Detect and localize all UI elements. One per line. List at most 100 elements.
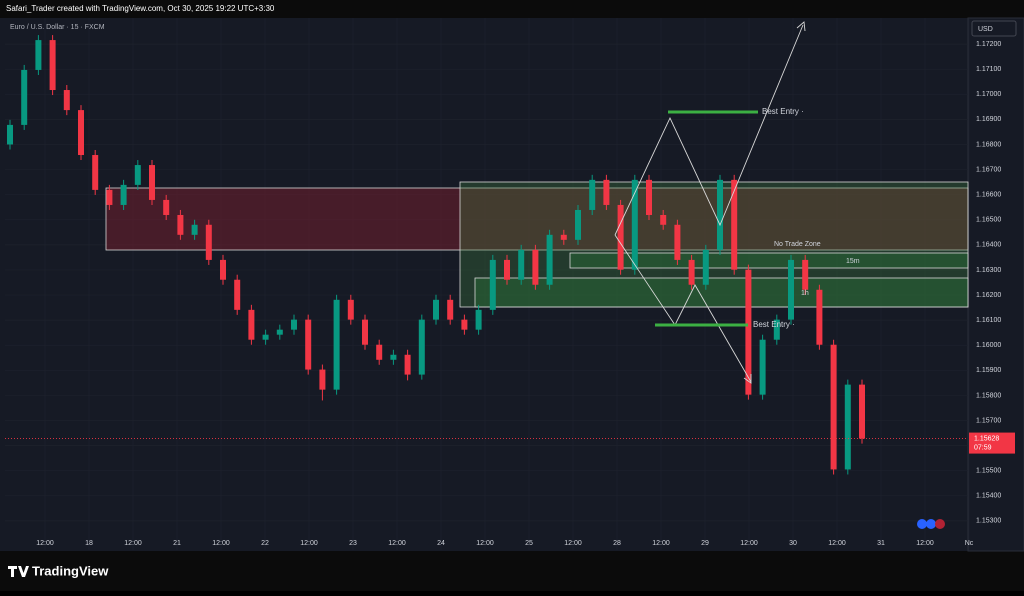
y-tick-label: 1.15400 [976, 493, 1001, 500]
candle-body [518, 249, 525, 280]
candle-body [475, 309, 482, 330]
y-tick-label: 1.16200 [976, 292, 1001, 299]
y-tick-label: 1.16700 [976, 166, 1001, 173]
price-axis [967, 17, 1024, 552]
x-tick-label: 12:00 [652, 540, 670, 547]
candle-body [773, 319, 780, 340]
flag-icon [926, 519, 936, 529]
x-tick-label: 12:00 [916, 540, 934, 547]
candle-body [731, 179, 738, 270]
up-path [614, 24, 804, 236]
candle-body [532, 249, 539, 285]
y-tick-label: 1.16500 [976, 217, 1001, 224]
y-tick-label: 1.15300 [976, 518, 1001, 525]
candle-body [489, 259, 496, 310]
candle-body [575, 209, 581, 240]
candle-body [589, 179, 596, 210]
candle-body [631, 179, 638, 270]
candle-body [702, 249, 709, 285]
trade-zone [459, 181, 969, 308]
candle-body [78, 110, 84, 156]
x-tick-label: 12:00 [36, 540, 54, 547]
y-tick-label: 1.15800 [976, 392, 1001, 399]
candle-body [63, 90, 70, 111]
header-text: Safari_Trader created with TradingView.c… [6, 4, 275, 13]
candle-body [205, 224, 212, 260]
x-tick-label: 12:00 [828, 540, 846, 547]
x-tick-label: 12:00 [300, 540, 318, 547]
x-tick-label: 23 [349, 540, 357, 547]
candle-body [802, 259, 809, 290]
candle-body [404, 354, 411, 375]
candle-body [859, 384, 865, 439]
last-price-box [969, 432, 1015, 454]
candle-body [49, 40, 56, 91]
candle-body [688, 259, 695, 285]
candle-body [120, 184, 127, 205]
arrow-head [796, 21, 806, 32]
footer-brand: TradingView [32, 563, 109, 578]
candle-body [347, 299, 354, 320]
zone-15m [569, 252, 969, 269]
countdown: 07:59 [974, 444, 992, 451]
symbol-title: Euro / U.S. Dollar · 15 · FXCM [10, 24, 105, 31]
candle-body [177, 214, 184, 235]
y-tick-label: 1.16800 [976, 141, 1001, 148]
annotation: 1h [801, 290, 809, 297]
x-tick-label: 28 [613, 540, 621, 547]
candle-body [390, 354, 397, 360]
y-tick-label: 1.17100 [976, 66, 1001, 73]
candle-body [333, 299, 340, 390]
candle-body [646, 179, 652, 215]
y-tick-label: 1.15900 [976, 367, 1001, 374]
y-tick-label: 1.17000 [976, 91, 1001, 98]
candle-body [844, 384, 851, 470]
flags [917, 519, 945, 529]
x-tick-label: 25 [525, 540, 533, 547]
candle-body [163, 199, 170, 215]
candle-body [262, 334, 269, 340]
y-tick-label: 1.15700 [976, 417, 1001, 424]
y-tick-label: 1.16000 [976, 342, 1001, 349]
candle-body [788, 259, 794, 320]
candle-body [418, 319, 425, 375]
x-tick-label: 18 [85, 540, 93, 547]
candle-body [35, 40, 42, 70]
x-tick-label: 12:00 [212, 540, 230, 547]
candle-body [816, 289, 823, 345]
flag-icon [917, 519, 927, 529]
candle-body [433, 299, 439, 320]
arrow-head [743, 374, 752, 384]
candle-body [560, 234, 567, 240]
x-tick-label: 30 [789, 540, 797, 547]
y-tick-label: 1.16900 [976, 116, 1001, 123]
flag-icon [935, 519, 945, 529]
logo-icon [8, 566, 29, 577]
y-tick-label: 1.16600 [976, 192, 1001, 199]
candle-body [546, 234, 553, 285]
candle-body [276, 329, 283, 335]
down-path [614, 234, 752, 383]
x-tick-label: 12:00 [476, 540, 494, 547]
candle-body [830, 344, 837, 470]
candle-body [248, 309, 255, 340]
x-tick-label: Nc [965, 540, 974, 547]
x-tick-label: 24 [437, 540, 445, 547]
currency: USD [978, 26, 993, 33]
last-price-label: 1.15628 [974, 435, 999, 442]
candle-body [745, 269, 752, 395]
candle-body [376, 344, 383, 360]
candle-body [134, 165, 141, 185]
candle-body [220, 259, 226, 280]
candle-body [447, 299, 454, 320]
x-tick-label: 12:00 [124, 540, 142, 547]
candle-body [504, 259, 510, 280]
y-tick-label: 1.16300 [976, 267, 1001, 274]
candle-body [319, 369, 326, 390]
candle-body [191, 224, 198, 235]
candle-body [759, 339, 766, 395]
x-tick-label: 12:00 [388, 540, 406, 547]
x-tick-label: 31 [877, 540, 885, 547]
